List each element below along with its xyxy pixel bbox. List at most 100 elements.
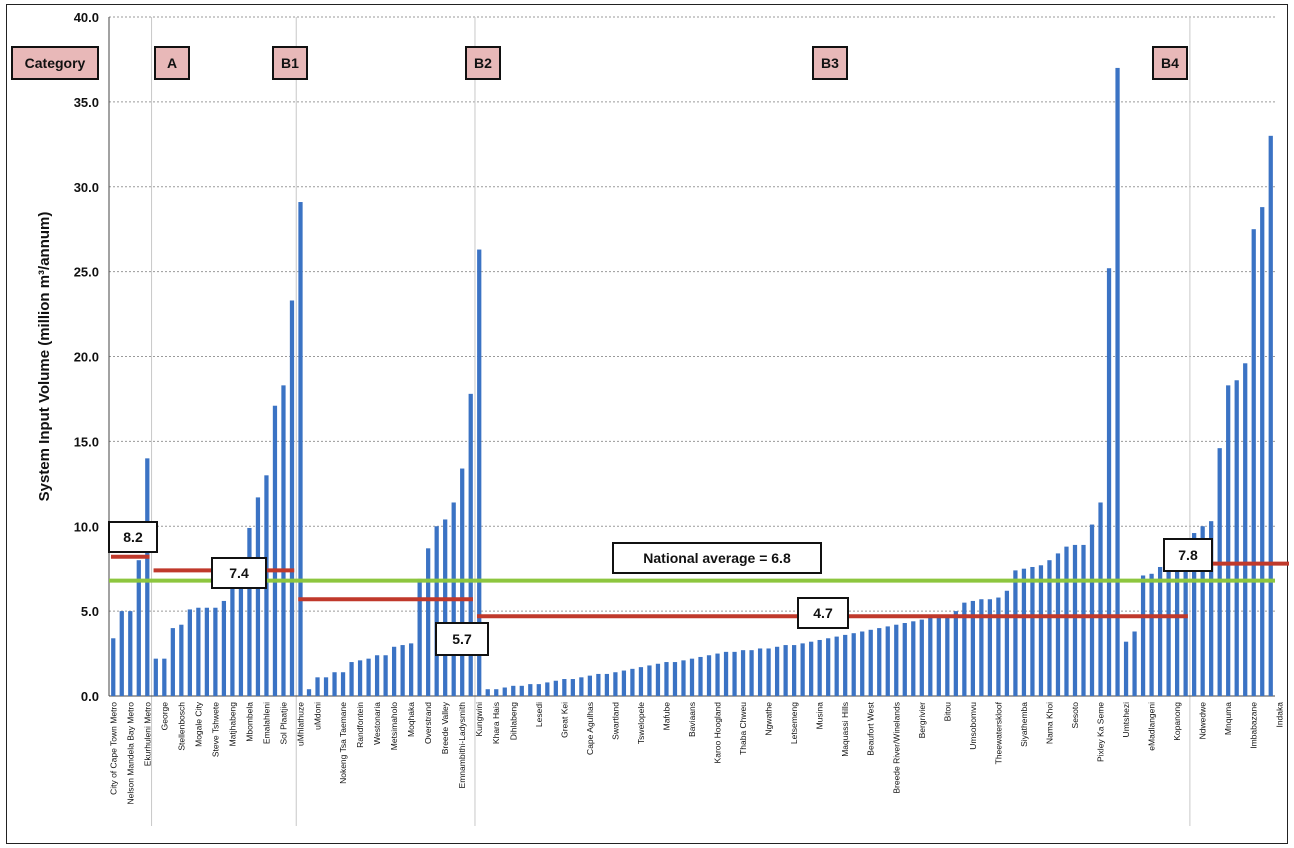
x-tick-label: Mnquma [1223, 702, 1233, 735]
x-tick-label: Ekurhuleni Metro [142, 702, 152, 767]
x-tick-label: Indaka [1274, 702, 1284, 728]
bar [570, 679, 575, 696]
x-tick-label: George [159, 702, 169, 731]
bar [1106, 268, 1112, 696]
bar [1200, 526, 1205, 696]
bar [894, 624, 899, 696]
bar [979, 599, 984, 696]
x-tick-label: Emalahleni [261, 702, 271, 744]
bar [213, 607, 218, 696]
bar [800, 643, 805, 696]
bar [877, 628, 882, 696]
bar [519, 685, 524, 696]
bar [817, 639, 822, 696]
bar [919, 619, 924, 696]
bar [111, 638, 116, 696]
bar [664, 662, 669, 696]
bar [128, 611, 133, 696]
bar [740, 650, 746, 696]
bar [562, 679, 567, 696]
x-tick-label: Dihlabeng [508, 702, 518, 741]
national-average-box [612, 542, 822, 574]
bar [928, 617, 933, 696]
bar [834, 636, 839, 696]
bar [238, 577, 244, 696]
bar [757, 648, 763, 696]
bar [1013, 570, 1018, 696]
bar [647, 665, 652, 696]
bar [1260, 207, 1265, 696]
x-tick-label: City of Cape Town Metro [108, 702, 118, 795]
x-tick-label: Mbombela [244, 702, 254, 742]
x-tick-label: Imbabazane [1249, 702, 1259, 749]
x-tick-label: Pixley Ka Seme [1096, 702, 1106, 762]
x-tick-label: Nama Khoi [1044, 702, 1054, 744]
average-a-text: 8.2 [123, 529, 143, 545]
chart-frame: 0.0 5.0 10.0 15.0 20.0 25.0 30.0 35.0 40.0 City … [6, 4, 1289, 844]
y-tick-label: 5.0 [81, 604, 99, 619]
bar [553, 680, 558, 696]
x-tick-label: Nokeng Tsa Taemane [338, 702, 348, 784]
bar [323, 677, 329, 696]
bar [587, 675, 592, 696]
x-tick-label: Umsobomvu [968, 702, 978, 750]
bar [996, 597, 1001, 696]
bar [230, 587, 235, 696]
average-b3-box [797, 597, 849, 629]
x-tick-label: Westonaria [372, 702, 382, 745]
bar [1192, 533, 1197, 696]
bar [528, 684, 533, 696]
bar [434, 526, 439, 696]
category-a-box [154, 46, 190, 80]
bar [732, 651, 737, 696]
x-tick-label: eMadlangeni [1147, 702, 1157, 751]
bar [706, 655, 712, 696]
x-axis-labels: City of Cape Town Metro Nelson Mandela Ba… [108, 701, 1284, 804]
category-b2-box [465, 46, 501, 80]
bar [289, 300, 295, 696]
category-a-text: A [167, 55, 177, 71]
category-b2-text: B2 [474, 55, 492, 71]
bar [851, 633, 856, 696]
bar [145, 458, 150, 696]
bar [485, 689, 490, 696]
x-tick-label: Breede River/Winelands [891, 702, 901, 794]
bar [1072, 544, 1078, 696]
x-tick-label: Siyathemba [1019, 702, 1029, 747]
category-b1-box [272, 46, 308, 80]
bar [826, 638, 831, 696]
bar [970, 600, 975, 696]
bar [536, 684, 541, 696]
x-tick-label: Swartland [610, 702, 620, 740]
national-average-text: National average = 6.8 [643, 550, 791, 566]
bar [443, 519, 448, 696]
bar [426, 548, 431, 696]
bar [621, 670, 627, 696]
x-tick-label: Tswelopele [636, 702, 646, 744]
category-b3-text: B3 [821, 55, 839, 71]
bar [1166, 565, 1171, 696]
bar [1123, 641, 1129, 696]
bar [792, 645, 797, 696]
bar [400, 645, 405, 696]
y-axis: 0.0 5.0 10.0 15.0 20.0 25.0 30.0 35.0 40.0 [74, 10, 1275, 704]
gridlines [109, 16, 1275, 826]
x-tick-label: Beaufort West [866, 701, 876, 755]
bar [306, 689, 312, 696]
y-tick-label: 35.0 [74, 95, 99, 110]
bar [357, 660, 363, 696]
y-tick-label: 40.0 [74, 10, 99, 25]
bar [987, 599, 993, 696]
bar [579, 677, 584, 696]
bar [698, 656, 703, 696]
x-tick-label: Umtshezi [1121, 702, 1131, 738]
y-axis-label: System Input Volume (million m³/annum) [36, 212, 53, 502]
bar [119, 611, 124, 696]
bar [1038, 565, 1044, 696]
bar [1157, 566, 1163, 696]
bar [1055, 553, 1061, 696]
x-tick-label: Cape Agulhas [585, 702, 595, 755]
bar [723, 651, 729, 696]
category-boxes: Category A B1 B2 B3 B4 8.2 7.4 5.7 4.7 7.8 National… [11, 46, 1213, 656]
bar [911, 621, 916, 696]
